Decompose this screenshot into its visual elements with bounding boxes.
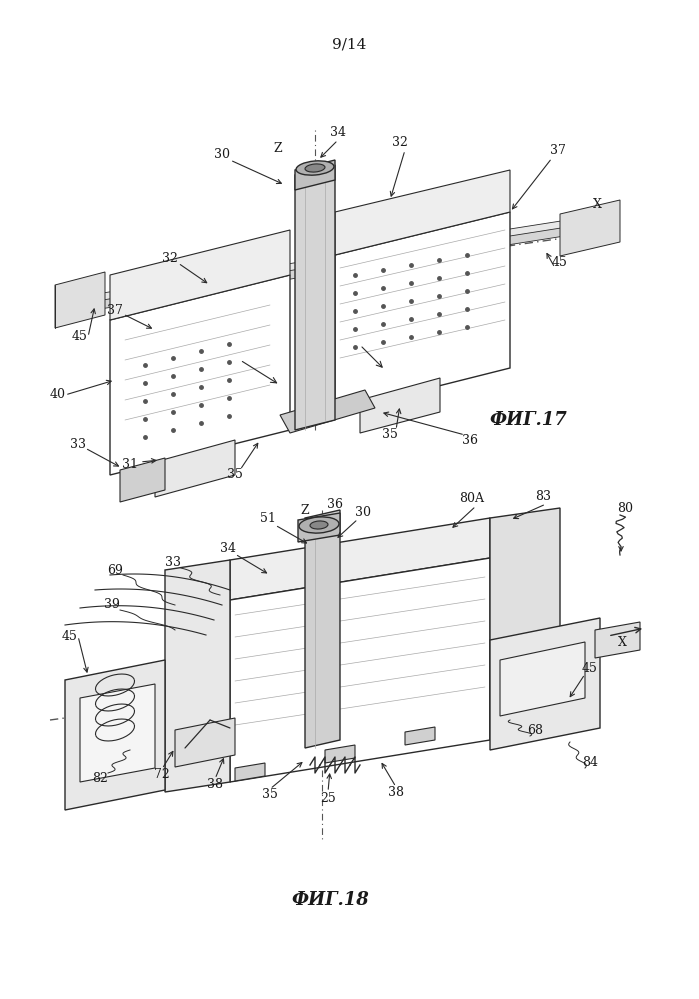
Text: 38: 38 bbox=[207, 778, 223, 791]
Text: 31: 31 bbox=[122, 459, 138, 472]
Text: 51: 51 bbox=[260, 512, 276, 525]
Polygon shape bbox=[165, 560, 230, 792]
Text: 36: 36 bbox=[462, 434, 478, 447]
Polygon shape bbox=[70, 640, 610, 725]
Text: 30: 30 bbox=[355, 506, 371, 519]
Text: 32: 32 bbox=[392, 137, 408, 150]
Text: 80A: 80A bbox=[459, 493, 484, 505]
Polygon shape bbox=[55, 272, 105, 328]
Polygon shape bbox=[280, 390, 375, 433]
Polygon shape bbox=[110, 275, 290, 475]
Ellipse shape bbox=[305, 164, 325, 172]
Text: 34: 34 bbox=[330, 127, 346, 140]
Ellipse shape bbox=[299, 516, 339, 533]
Text: 33: 33 bbox=[70, 439, 86, 452]
Text: 69: 69 bbox=[107, 563, 123, 576]
Text: 35: 35 bbox=[262, 788, 278, 801]
Text: Z: Z bbox=[274, 142, 282, 155]
Text: ФИГ.17: ФИГ.17 bbox=[489, 411, 567, 429]
Text: 37: 37 bbox=[550, 144, 566, 157]
Text: X: X bbox=[617, 636, 626, 649]
Text: 83: 83 bbox=[535, 491, 551, 503]
Text: 30: 30 bbox=[214, 149, 230, 162]
Polygon shape bbox=[295, 165, 335, 430]
Text: 25: 25 bbox=[320, 791, 336, 804]
Polygon shape bbox=[490, 508, 560, 740]
Ellipse shape bbox=[310, 520, 328, 529]
Polygon shape bbox=[155, 440, 235, 497]
Text: 80: 80 bbox=[617, 501, 633, 514]
Polygon shape bbox=[80, 684, 155, 782]
Polygon shape bbox=[325, 745, 355, 763]
Polygon shape bbox=[560, 200, 620, 256]
Text: 36: 36 bbox=[327, 499, 343, 511]
Polygon shape bbox=[70, 633, 610, 717]
Polygon shape bbox=[65, 660, 165, 810]
Polygon shape bbox=[90, 225, 590, 309]
Text: Z: Z bbox=[301, 503, 310, 516]
Polygon shape bbox=[335, 212, 510, 412]
Polygon shape bbox=[110, 230, 290, 320]
Polygon shape bbox=[230, 518, 490, 600]
Polygon shape bbox=[175, 718, 235, 767]
Text: 45: 45 bbox=[72, 331, 88, 344]
Text: 35: 35 bbox=[227, 469, 243, 482]
Text: 9/14: 9/14 bbox=[332, 38, 366, 52]
Polygon shape bbox=[595, 622, 640, 658]
Text: 45: 45 bbox=[582, 661, 598, 674]
Text: 45: 45 bbox=[62, 629, 78, 642]
Text: 37: 37 bbox=[107, 304, 123, 317]
Text: 38: 38 bbox=[388, 786, 404, 799]
Polygon shape bbox=[295, 160, 335, 190]
Text: 34: 34 bbox=[220, 541, 236, 554]
Text: 84: 84 bbox=[582, 755, 598, 768]
Polygon shape bbox=[120, 458, 165, 502]
Text: 32: 32 bbox=[162, 252, 178, 265]
Polygon shape bbox=[90, 218, 590, 302]
Text: 68: 68 bbox=[527, 723, 543, 736]
Polygon shape bbox=[298, 513, 340, 542]
Text: 40: 40 bbox=[50, 389, 66, 402]
Polygon shape bbox=[230, 558, 490, 782]
Text: 35: 35 bbox=[382, 429, 398, 442]
Polygon shape bbox=[490, 618, 600, 750]
Polygon shape bbox=[500, 642, 585, 716]
Text: 33: 33 bbox=[165, 555, 181, 568]
Polygon shape bbox=[235, 763, 265, 781]
Text: 82: 82 bbox=[92, 771, 108, 784]
Text: X: X bbox=[593, 199, 601, 212]
Polygon shape bbox=[335, 170, 510, 255]
Polygon shape bbox=[360, 378, 440, 433]
Polygon shape bbox=[305, 510, 340, 748]
Polygon shape bbox=[405, 727, 435, 745]
Text: ФИГ.18: ФИГ.18 bbox=[291, 891, 369, 909]
Text: 72: 72 bbox=[154, 768, 170, 781]
Ellipse shape bbox=[296, 161, 334, 175]
Text: 39: 39 bbox=[104, 598, 120, 611]
Text: 45: 45 bbox=[552, 256, 568, 269]
